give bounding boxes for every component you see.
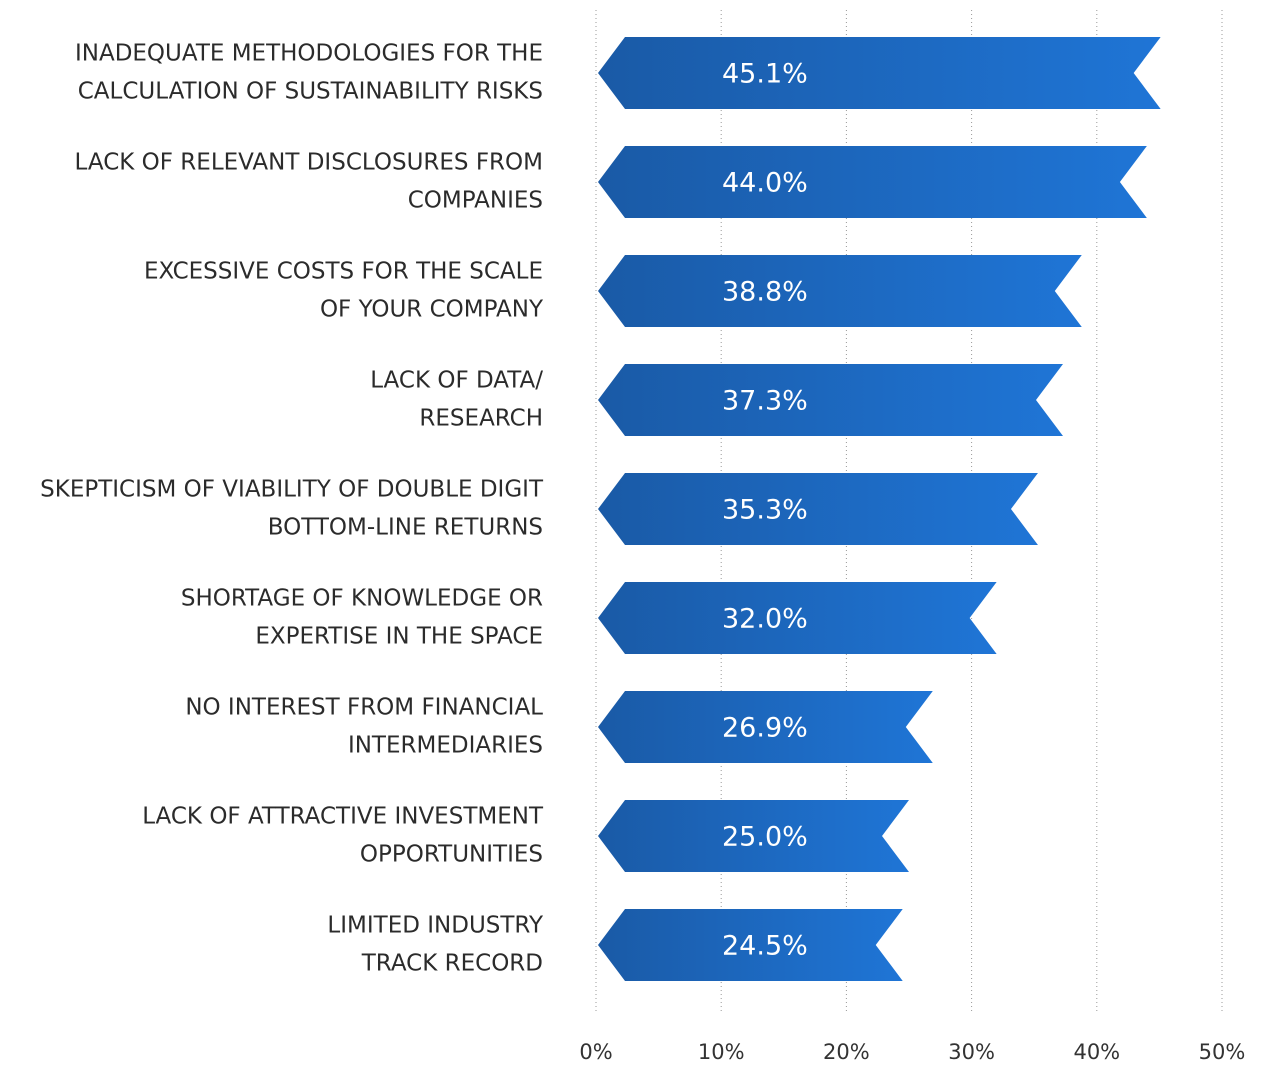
value-label: 37.3% <box>722 386 808 417</box>
category-label: RESEARCH <box>419 406 543 432</box>
category-label: LIMITED INDUSTRY <box>327 913 544 939</box>
bar <box>598 364 1063 436</box>
category-label: CALCULATION OF SUSTAINABILITY RISKS <box>78 79 543 105</box>
category-label: EXPERTISE IN THE SPACE <box>255 624 543 650</box>
x-tick-label: 50% <box>1199 1040 1246 1064</box>
category-label: LACK OF ATTRACTIVE INVESTMENT <box>142 804 544 830</box>
x-tick-label: 0% <box>579 1040 612 1064</box>
category-label: OF YOUR COMPANY <box>320 297 544 323</box>
bar <box>598 146 1147 218</box>
x-tick-label: 20% <box>823 1040 870 1064</box>
bar <box>598 473 1038 545</box>
category-label: TRACK RECORD <box>361 951 543 977</box>
x-tick-label: 10% <box>698 1040 745 1064</box>
bar <box>598 582 997 654</box>
bar <box>598 909 903 981</box>
category-label: OPPORTUNITIES <box>360 842 543 868</box>
category-label: EXCESSIVE COSTS FOR THE SCALE <box>144 259 543 285</box>
category-label: SHORTAGE OF KNOWLEDGE OR <box>181 586 543 612</box>
category-label: LACK OF RELEVANT DISCLOSURES FROM <box>75 150 543 176</box>
value-label: 44.0% <box>722 168 808 199</box>
x-tick-label: 40% <box>1073 1040 1120 1064</box>
value-label: 32.0% <box>722 604 808 635</box>
bar <box>598 800 909 872</box>
value-label: 38.8% <box>722 277 808 308</box>
value-label: 24.5% <box>722 931 808 962</box>
x-tick-label: 30% <box>948 1040 995 1064</box>
category-label: COMPANIES <box>408 188 543 214</box>
category-label: INADEQUATE METHODOLOGIES FOR THE <box>75 41 543 67</box>
category-label: BOTTOM-LINE RETURNS <box>268 515 543 541</box>
category-label: NO INTEREST FROM FINANCIAL <box>185 695 543 721</box>
category-label: LACK OF DATA/ <box>370 368 543 394</box>
bar <box>598 691 933 763</box>
value-label: 26.9% <box>722 713 808 744</box>
value-label: 45.1% <box>722 59 808 90</box>
bar <box>598 255 1082 327</box>
value-label: 35.3% <box>722 495 808 526</box>
bar <box>598 37 1161 109</box>
category-label: INTERMEDIARIES <box>348 733 543 759</box>
value-label: 25.0% <box>722 822 808 853</box>
category-label: SKEPTICISM OF VIABILITY OF DOUBLE DIGIT <box>40 477 544 503</box>
